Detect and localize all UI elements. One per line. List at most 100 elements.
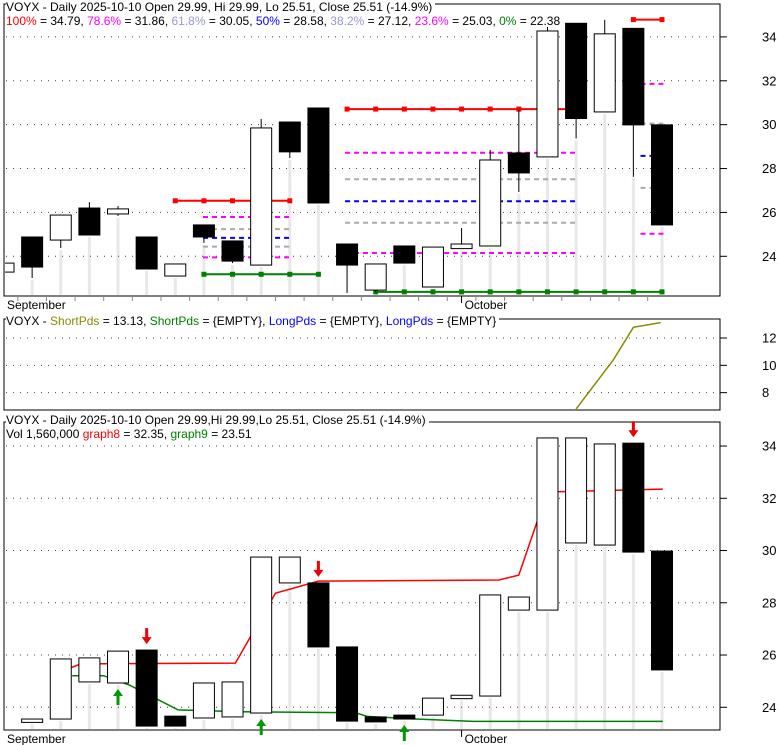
month-label: September [7,732,66,745]
y-axis-label: 32 [762,73,776,88]
bearish-candle [622,442,645,553]
fib-anchor-marker [630,17,636,23]
bearish-candle [307,107,330,204]
legend-segment: = {EMPTY}, [316,314,386,328]
y-axis-label: 30 [762,543,776,558]
y-axis-label: 30 [762,117,776,132]
legend-segment: = {EMPTY} [433,314,497,328]
bottom-panel-title: VOYX - Daily 2025-10-10 Open 29.99,Hi 29… [6,414,429,426]
sell-signal-arrow [313,560,324,577]
bearish-candle [278,121,301,153]
bullish-candle [479,159,502,247]
bullish-candle [5,262,15,273]
candles-layer [21,437,673,727]
fib-anchor-marker [544,289,550,295]
legend-segment: = 13.13, [99,314,150,328]
bearish-candle [164,715,187,727]
bearish-candle [650,124,673,226]
legend-segment: 50% [255,14,280,28]
legend-segment: Vol 1,560,000 [6,427,83,441]
bullish-candle [107,650,130,684]
buy-signal-arrow [399,725,410,741]
legend-segment: = 31.86, [121,14,172,28]
bearish-candle [221,240,244,262]
bearish-candle [135,649,158,727]
bullish-candle [421,697,444,716]
fib-legend: 100% = 34.79, 78.6% = 31.86, 61.8% = 30.… [6,14,564,28]
legend-segment: = 22.38 [516,14,561,28]
bearish-candle [507,152,530,174]
legend-segment: = 30.05, [205,14,256,28]
bearish-candle [78,207,101,236]
bullish-candle [450,243,473,250]
fib-anchor-marker [287,271,293,277]
fib-anchor-marker [602,289,608,295]
ShortPds-line [575,321,661,409]
legend-segment: 61.8% [171,14,206,28]
legend-segment: 78.6% [87,14,122,28]
fib-anchor-marker [230,271,236,277]
fib-anchor-marker [287,198,293,204]
legend-segment: ShortPds [149,314,200,328]
y-axis-label: 26 [762,648,776,663]
y-axis-label: 28 [762,595,776,610]
fib-anchor-marker [516,106,522,112]
bullish-candle [593,33,616,113]
legend-segment: 23.6% [414,14,449,28]
bearish-candle [336,243,359,266]
legend-segment: 38.2% [330,14,365,28]
price-signals-panel: 34 32 30 28 26 24 September October [3,421,776,745]
legend-segment: graph9 [170,427,208,441]
bullish-candle [507,596,530,611]
y-axis-label: 12 [762,330,776,345]
y-axis-label: 8 [762,385,769,400]
fib-anchor-marker [659,289,665,295]
month-label: October [465,298,508,312]
fib-anchor-marker [659,17,665,23]
bearish-candle [192,224,215,238]
legend-segment: = 25.03, [448,14,500,28]
bearish-candle [393,714,416,720]
fib-anchor-marker [344,106,350,112]
bullish-candle [192,682,215,719]
shortpds-panel-title: VOYX - ShortPds = 13.13, ShortPds = {EMP… [6,314,500,328]
y-axis-label: 24 [762,249,776,264]
bullish-candle [107,208,130,215]
bullish-candle [21,718,44,723]
bullish-candle [565,437,588,544]
legend-segment: = 28.58, [279,14,331,28]
y-axis-label: 10 [762,358,776,373]
legend-segment: ShortPds [50,314,100,328]
fib-anchor-marker [201,271,207,277]
sell-signal-arrow [141,628,152,645]
fib-anchor-marker [516,289,522,295]
bearish-candle [364,716,387,723]
fib-anchor-marker [401,289,407,295]
bullish-candle [49,658,72,720]
bullish-candle [78,657,101,683]
legend-segment: = 23.51 [207,427,252,441]
bearish-candle [135,236,158,270]
fib-anchor-marker [487,106,493,112]
bullish-candle [536,30,559,158]
fib-anchor-marker [258,271,264,277]
fib-anchor-marker [430,106,436,112]
fib-anchor-marker [630,289,636,295]
buy-signal-arrow [256,719,267,735]
bullish-candle [450,694,473,700]
legend-segment: = 27.12, [364,14,415,28]
bearish-candle [336,646,359,722]
y-axis-label: 28 [762,161,776,176]
legend-segment: = 32.35, [120,427,171,441]
y-axis-label: 26 [762,205,776,220]
bearish-candle [622,27,645,126]
bullish-candle [593,443,616,546]
legend-segment: = 34.79, [36,14,88,28]
panel-border [3,318,721,411]
bearish-candle [393,245,416,264]
bullish-candle [250,556,273,714]
month-label: September [7,298,66,312]
bullish-candle [49,214,72,241]
